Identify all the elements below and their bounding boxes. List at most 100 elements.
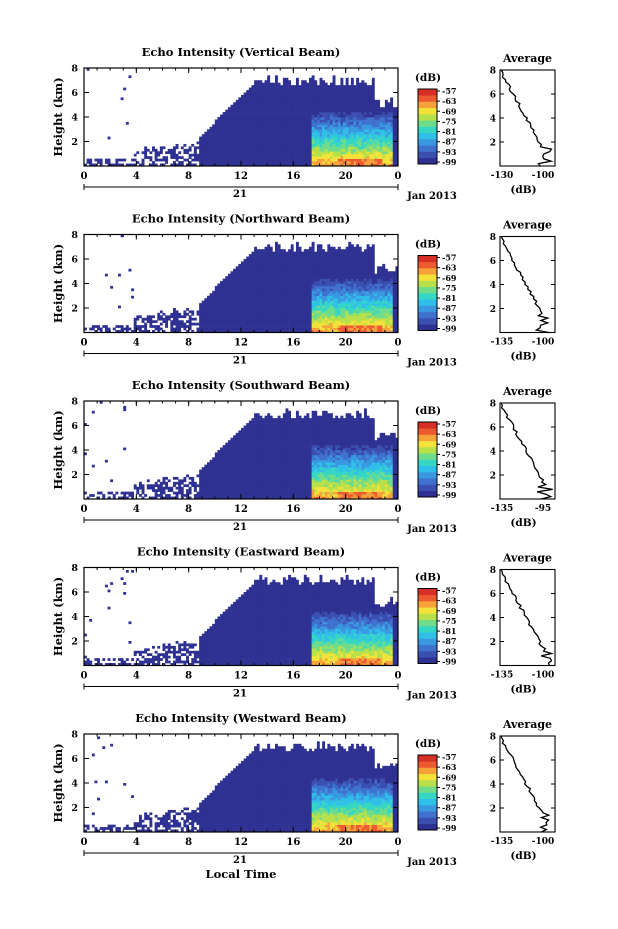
heatmap-cell [295, 283, 299, 287]
heatmap-cell [374, 121, 378, 125]
heatmap-cell [329, 87, 333, 91]
heatmap-cell [337, 295, 341, 299]
heatmap-cell [329, 327, 333, 331]
heatmap-cell [345, 143, 349, 147]
heatmap-cell [251, 305, 255, 309]
heatmap-cell [369, 254, 373, 257]
heatmap-cell [303, 80, 307, 83]
heatmap-cell [374, 129, 378, 132]
heatmap-cell [314, 141, 318, 145]
heatmap-cell [343, 312, 346, 316]
heatmap-cell [144, 327, 148, 331]
heatmap-cell [348, 146, 352, 150]
heatmap-cell [374, 312, 378, 316]
heatmap-cell [162, 330, 166, 333]
heatmap-cell [288, 129, 292, 132]
heatmap-cell [254, 148, 257, 152]
heatmap-cell [327, 281, 331, 284]
heatmap-cell [264, 298, 268, 301]
heatmap-cell [251, 136, 255, 140]
heatmap-cell [267, 327, 271, 331]
heatmap-cell [327, 131, 331, 135]
heatmap-cell [254, 288, 257, 292]
heatmap-cell [277, 148, 281, 152]
heatmap-cell [290, 261, 294, 265]
heatmap-cell [358, 315, 362, 319]
heatmap-cell [366, 156, 370, 159]
heatmap-cell [371, 322, 375, 326]
heatmap-cell [350, 119, 354, 123]
heatmap-cell [235, 141, 239, 145]
heatmap-cell [340, 112, 344, 115]
heatmap-cell [285, 330, 289, 333]
heatmap-cell [275, 320, 278, 323]
heatmap-cell [230, 119, 234, 123]
heatmap-cell [309, 107, 312, 110]
heatmap-cell [99, 158, 103, 162]
heatmap-cell [277, 293, 281, 297]
heatmap-cell [298, 320, 302, 323]
heatmap-cell [235, 320, 239, 323]
heatmap-cell [275, 136, 278, 140]
heatmap-cell [311, 244, 315, 248]
heatmap-cell [254, 246, 257, 250]
heatmap-cell [248, 146, 252, 150]
heatmap-cell [329, 126, 333, 130]
heatmap-cell [377, 119, 380, 123]
heatmap-cell [235, 146, 239, 150]
heatmap-cell [316, 109, 320, 113]
heatmap-cell [306, 114, 310, 118]
heatmap-cell [377, 139, 380, 142]
heatmap-cell [254, 312, 257, 316]
heatmap-cell [358, 126, 362, 130]
heatmap-cell [343, 261, 346, 265]
heatmap-cell [238, 288, 242, 292]
heatmap-cell [282, 143, 286, 147]
heatmap-cell [353, 300, 357, 304]
heatmap-cell [366, 288, 370, 292]
heatmap-cell [193, 322, 197, 326]
heatmap-cell [298, 266, 302, 270]
heatmap-cell [178, 151, 182, 155]
heatmap-cell [329, 136, 333, 140]
heatmap-cell [345, 295, 349, 299]
heatmap-cell [348, 283, 352, 287]
heatmap-cell [206, 303, 210, 306]
heatmap-cell [303, 276, 307, 279]
heatmap-cell [199, 146, 203, 150]
heatmap-cell [343, 129, 346, 132]
heatmap-cell [256, 97, 260, 101]
heatmap-cell [267, 281, 271, 284]
heatmap-cell [306, 298, 310, 301]
heatmap-cell [206, 151, 210, 155]
heatmap-cell [204, 312, 208, 316]
heatmap-cell [261, 148, 265, 152]
heatmap-cell [254, 97, 257, 101]
heatmap-cell [340, 293, 344, 297]
heatmap-cell [343, 283, 346, 287]
heatmap-cell [238, 131, 242, 135]
heatmap-cell [361, 85, 365, 88]
heatmap-cell [363, 129, 367, 132]
heatmap-cell [335, 163, 339, 167]
heatmap-cell [356, 271, 360, 274]
heatmap-cell [327, 94, 331, 98]
heatmap-cell [251, 273, 255, 277]
heatmap-cell [353, 310, 357, 314]
heatmap-cell [384, 156, 388, 159]
heatmap-cell [319, 102, 323, 106]
heatmap-cell [248, 119, 252, 123]
heatmap-cell [123, 87, 127, 91]
heatmap-cell [361, 276, 365, 279]
heatmap-cell [311, 141, 315, 145]
heatmap-cell [371, 156, 375, 159]
heatmap-cell [293, 107, 297, 110]
heatmap-cell [322, 136, 326, 140]
heatmap-cell [366, 281, 370, 284]
heatmap-cell [251, 139, 255, 142]
heatmap-cell [285, 303, 289, 306]
heatmap-cell [387, 107, 391, 110]
heatmap-cell [384, 109, 388, 113]
heatmap-cell [196, 330, 200, 333]
heatmap-cell [212, 148, 216, 152]
